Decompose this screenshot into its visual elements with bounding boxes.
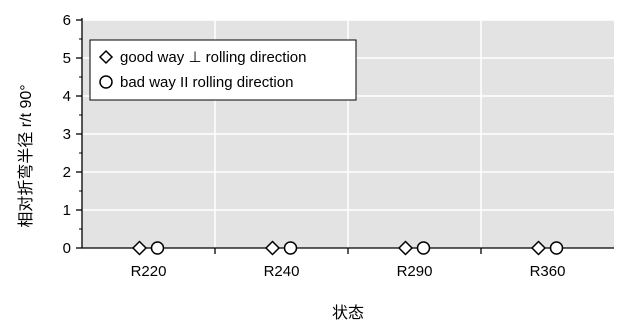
- data-point-circle: [549, 241, 564, 255]
- y-tick-label: 3: [63, 126, 71, 143]
- legend-label-good-way: good way ⊥ rolling direction: [120, 49, 307, 66]
- y-axis-title: 相对折弯半径 r/t 90°: [17, 84, 35, 227]
- data-point-circle: [150, 241, 165, 255]
- x-tick-label: R240: [264, 263, 300, 280]
- data-point-circle: [283, 241, 298, 255]
- legend-circle-icon: [99, 75, 113, 89]
- legend: good way ⊥ rolling direction bad way II …: [89, 39, 357, 101]
- y-tick-label: 1: [63, 202, 71, 219]
- y-tick-label: 0: [63, 240, 71, 257]
- ticks: 0 1 2 3 4 5 6 R220 R240 R290 R360: [63, 12, 566, 280]
- legend-box: [89, 39, 357, 101]
- data-marks: [131, 240, 564, 256]
- y-tick-label: 2: [63, 164, 71, 181]
- legend-diamond-icon: [98, 49, 114, 65]
- x-tick-label: R290: [397, 263, 433, 280]
- x-tick-label: R220: [131, 263, 167, 280]
- data-point-circle: [416, 241, 431, 255]
- x-axis-title: 状态: [332, 304, 364, 322]
- y-tick-label: 6: [63, 12, 71, 29]
- data-point-diamond: [530, 240, 547, 256]
- data-point-diamond: [264, 240, 281, 256]
- data-point-diamond: [397, 240, 414, 256]
- data-point-diamond: [131, 240, 148, 256]
- x-tick-label: R360: [530, 263, 566, 280]
- y-tick-label: 4: [63, 88, 71, 105]
- legend-label-bad-way: bad way II rolling direction: [120, 74, 293, 91]
- y-tick-label: 5: [63, 50, 71, 67]
